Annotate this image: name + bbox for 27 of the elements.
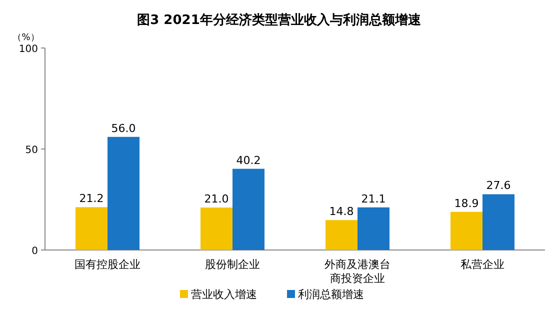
y-tick-label: 50: [25, 145, 38, 156]
chart-title: 图3 2021年分经济类型营业收入与利润总额增速: [137, 12, 422, 28]
bar: [76, 207, 108, 250]
legend-label: 利润总额增速: [298, 288, 364, 301]
x-tick-label: 股份制企业: [205, 258, 260, 271]
data-label: 27.6: [486, 179, 511, 192]
bar: [482, 194, 514, 250]
x-tick-label: 外商及港澳台商投资企业: [324, 258, 390, 285]
data-label: 18.9: [454, 196, 479, 210]
data-label: 21.2: [79, 192, 104, 206]
y-tick-label: 0: [32, 246, 38, 257]
data-label: 40.2: [236, 154, 261, 167]
x-tick-label: 国有控股企业: [74, 258, 140, 271]
bar: [326, 220, 358, 250]
legend-label: 营业收入增速: [191, 288, 257, 301]
y-tick-label: 100: [18, 44, 38, 55]
data-label: 21.0: [204, 192, 229, 206]
bar: [358, 207, 390, 250]
data-label: 14.8: [329, 205, 354, 218]
bar: [450, 212, 482, 250]
data-label: 56.0: [111, 122, 136, 135]
x-tick-label: 私营企业: [460, 258, 504, 271]
y-axis-title: （%）: [12, 33, 40, 43]
bar: [200, 208, 232, 250]
data-label: 21.1: [361, 192, 386, 206]
bar: [108, 136, 140, 250]
bar: [232, 168, 264, 250]
